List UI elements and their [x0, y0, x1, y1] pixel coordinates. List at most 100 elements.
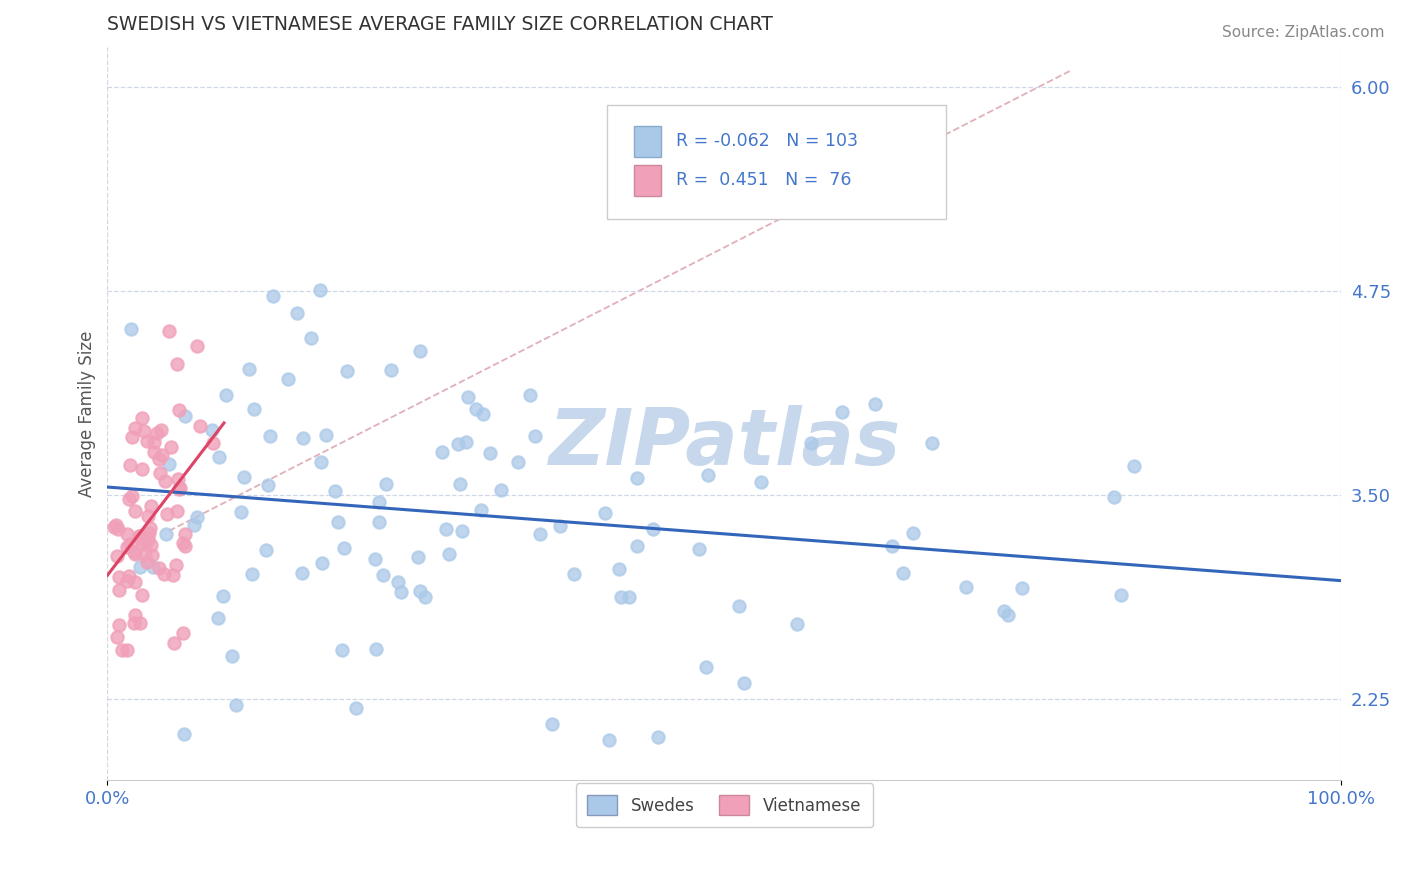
Point — [221, 648, 243, 663]
Point — [380, 363, 402, 377]
Point — [330, 643, 353, 657]
Point — [146, 426, 169, 441]
Point — [315, 428, 337, 442]
Point — [695, 660, 717, 674]
Point — [108, 570, 131, 584]
Point — [124, 504, 146, 518]
Point — [309, 283, 332, 297]
Point — [172, 626, 194, 640]
Point — [447, 437, 470, 451]
Point — [430, 445, 453, 459]
Point — [993, 604, 1015, 618]
Point — [150, 448, 173, 462]
Point — [120, 322, 142, 336]
Point — [529, 527, 551, 541]
Point — [903, 525, 925, 540]
Point — [188, 418, 211, 433]
Point — [262, 289, 284, 303]
Point — [325, 483, 347, 498]
Point — [1011, 581, 1033, 595]
Point — [641, 522, 664, 536]
Point — [240, 567, 263, 582]
Text: Source: ZipAtlas.com: Source: ZipAtlas.com — [1222, 25, 1385, 40]
Point — [311, 556, 333, 570]
Point — [134, 531, 156, 545]
Point — [186, 339, 208, 353]
Point — [471, 407, 494, 421]
Point — [728, 599, 751, 614]
Point — [254, 542, 277, 557]
Point — [163, 636, 186, 650]
Point — [202, 436, 225, 450]
Point — [160, 440, 183, 454]
Point — [155, 474, 177, 488]
Point — [207, 611, 229, 625]
Point — [214, 388, 236, 402]
Point — [186, 509, 208, 524]
Point — [519, 388, 541, 402]
Point — [1111, 588, 1133, 602]
Point — [243, 401, 266, 416]
Point — [291, 566, 314, 581]
Point — [174, 409, 197, 423]
Point — [863, 396, 886, 410]
Point — [409, 343, 432, 358]
Point — [124, 548, 146, 562]
Point — [142, 445, 165, 459]
Point — [225, 698, 247, 712]
Point — [183, 517, 205, 532]
Point — [166, 504, 188, 518]
Point — [118, 491, 141, 506]
Point — [524, 429, 547, 443]
Point — [122, 615, 145, 630]
Point — [439, 547, 461, 561]
Point — [364, 641, 387, 656]
Point — [233, 470, 256, 484]
Point — [880, 539, 903, 553]
Point — [138, 525, 160, 540]
Point — [166, 357, 188, 371]
Point — [257, 477, 280, 491]
Point — [434, 522, 457, 536]
Point — [150, 423, 173, 437]
FancyBboxPatch shape — [634, 165, 661, 195]
FancyBboxPatch shape — [607, 105, 946, 219]
Point — [132, 537, 155, 551]
Point — [136, 555, 159, 569]
Point — [173, 727, 195, 741]
Point — [617, 590, 640, 604]
Point — [326, 515, 349, 529]
Point — [457, 390, 479, 404]
Legend: Swedes, Vietnamese: Swedes, Vietnamese — [575, 783, 873, 827]
Text: R =  0.451   N =  76: R = 0.451 N = 76 — [676, 171, 852, 189]
Point — [229, 505, 252, 519]
Point — [128, 529, 150, 543]
Point — [124, 575, 146, 590]
Point — [506, 455, 529, 469]
Point — [118, 568, 141, 582]
Point — [148, 451, 170, 466]
Point — [368, 495, 391, 509]
Point — [173, 527, 195, 541]
Point — [141, 499, 163, 513]
Text: SWEDISH VS VIETNAMESE AVERAGE FAMILY SIZE CORRELATION CHART: SWEDISH VS VIETNAMESE AVERAGE FAMILY SIZ… — [107, 15, 773, 34]
Point — [141, 548, 163, 562]
Point — [167, 403, 190, 417]
Point — [131, 462, 153, 476]
Point — [212, 589, 235, 603]
Point — [165, 558, 187, 572]
Point — [105, 630, 128, 644]
Point — [489, 483, 512, 498]
Point — [103, 520, 125, 534]
Point — [124, 607, 146, 622]
Point — [111, 643, 134, 657]
Point — [465, 402, 488, 417]
Point — [135, 536, 157, 550]
Point — [336, 364, 359, 378]
Point — [129, 615, 152, 630]
Point — [129, 560, 152, 574]
Point — [156, 507, 179, 521]
Point — [292, 431, 315, 445]
Point — [451, 524, 474, 538]
Point — [610, 590, 633, 604]
